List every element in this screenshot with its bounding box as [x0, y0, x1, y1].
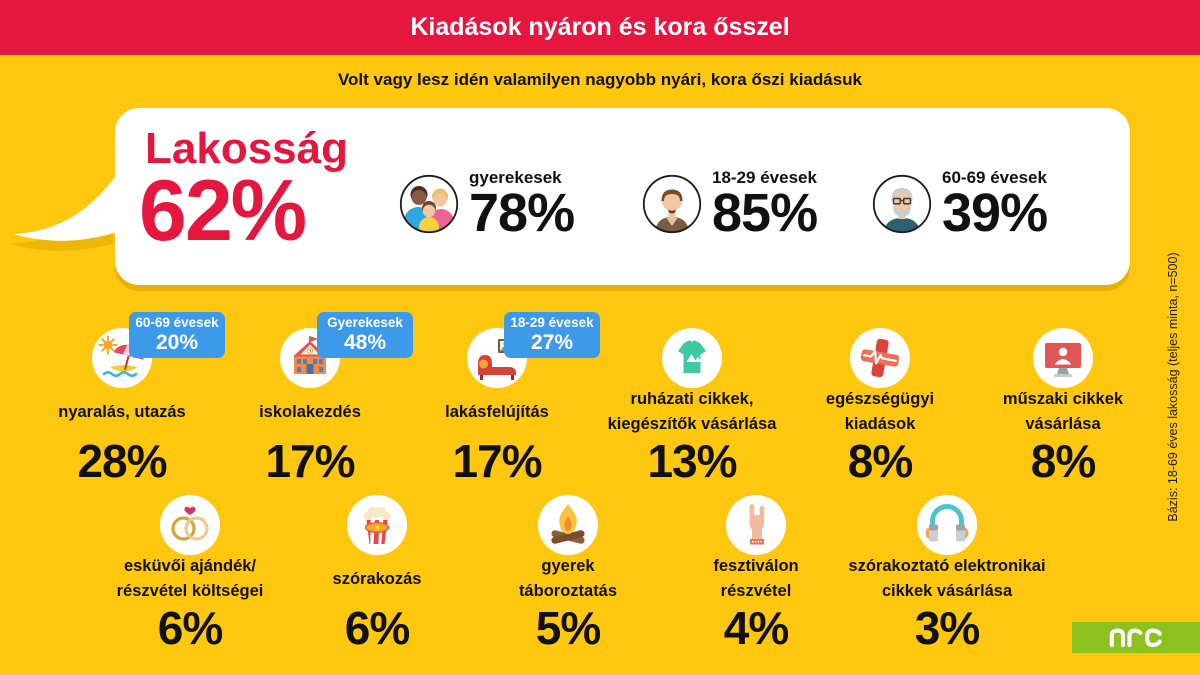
item-label: egészségügyi kiadások: [825, 390, 935, 433]
item-label: fesztiválon részvétel: [713, 557, 799, 600]
badge-value: 20%: [155, 330, 199, 354]
stat-group-seniors: 60-69 évesek 39%: [871, 168, 1048, 243]
badge-group-label: 60-69 évesek: [135, 315, 219, 330]
item-value: 8%: [1030, 435, 1096, 487]
young-man-avatar: [642, 174, 702, 233]
nrc-logo-glyphs: [1109, 628, 1162, 647]
population-card: Lakosság 62%: [115, 108, 1130, 285]
monitor-icon: [1033, 328, 1093, 388]
headphones-icon: [917, 495, 977, 555]
stat-item-electronics: szórakoztató elektronikai cikkek vásárlás…: [848, 495, 1046, 654]
tshirt-icon: [662, 328, 722, 388]
callout-badge: 18-29 évesek 27%: [504, 312, 600, 358]
group-value: 85%: [712, 183, 818, 243]
item-label: ruházati cikkek, kiegészítők vásárlása: [607, 390, 777, 433]
item-label: esküvői ajándék/részvétel költségei: [116, 557, 264, 600]
item-value: 17%: [452, 435, 542, 487]
item-label: gyerek táboroztatás: [518, 557, 618, 600]
wedding-rings-icon: [160, 495, 220, 555]
item-label: lakásfelújítás: [445, 402, 549, 421]
group-label: 60-69 évesek: [942, 168, 1047, 187]
stat-group-families: gyerekesek 78%: [398, 168, 575, 243]
item-value: 6%: [157, 602, 223, 654]
stat-item-clothing: ruházati cikkek, kiegészítők vásárlása 13…: [597, 312, 787, 484]
group-value: 39%: [942, 183, 1048, 243]
item-value: 28%: [77, 435, 167, 487]
stat-item-health: egészségügyi kiadások 8%: [785, 312, 975, 484]
stat-item-school: Gyerekesek 48% iskolak: [215, 312, 413, 487]
stat-item-festival: fesztiválon részvétel 4%: [661, 495, 851, 651]
popcorn-icon: [347, 495, 407, 555]
item-value: 13%: [647, 435, 737, 487]
page-title: Kiadások nyáron és kora ősszel: [410, 13, 790, 41]
stat-group-young-adults: 18-29 évesek 85%: [641, 168, 818, 243]
base-note: Bázis: 18-69 éves lakosság (teljes minta…: [1166, 252, 1180, 522]
callout-badge: 60-69 évesek 20%: [129, 312, 225, 358]
item-value: 17%: [265, 435, 355, 487]
medical-cross-icon: [850, 328, 910, 388]
item-value: 8%: [847, 435, 913, 487]
speech-bubble-tail: [11, 174, 117, 251]
rock-hand-icon: [726, 495, 786, 555]
header-bar: Kiadások nyáron és kora ősszel: [0, 0, 1200, 55]
item-label: műszaki cikkek vásárlása: [1002, 390, 1124, 433]
item-value: 3%: [914, 602, 980, 654]
badge-value: 48%: [343, 330, 387, 354]
stat-item-entertainment: szórakozás 6%: [282, 495, 472, 651]
campfire-icon: [538, 495, 598, 555]
group-label: gyerekesek: [469, 168, 562, 187]
stat-item-tech: műszaki cikkek vásárlása 8%: [968, 312, 1158, 484]
family-avatar: [399, 174, 459, 233]
badge-group-label: 18-29 évesek: [510, 315, 594, 330]
group-label: 18-29 évesek: [712, 168, 817, 187]
population-value: 62%: [139, 163, 307, 259]
group-value: 78%: [469, 183, 575, 243]
population-label: Lakosság: [145, 124, 348, 173]
item-value: 4%: [723, 602, 789, 654]
item-value: 5%: [535, 602, 601, 654]
nrc-logo: nrc: [1072, 622, 1200, 653]
item-label: nyaralás, utazás: [58, 402, 186, 421]
callout-badge: Gyerekesek 48%: [317, 312, 413, 358]
stat-item-wedding: esküvői ajándék/részvétel költségei 6%: [95, 495, 285, 651]
stat-item-vacation: 60-69 évesek 20%: [27, 312, 225, 487]
badge-group-label: Gyerekesek: [327, 315, 403, 330]
subtitle: Volt vagy lesz idén valamilyen nagyobb n…: [337, 70, 863, 89]
stat-item-renovation: 18-29 évesek 27% lakásfelújítás 17%: [402, 312, 600, 487]
senior-man-avatar: [872, 174, 932, 233]
badge-value: 27%: [530, 330, 574, 354]
item-label: iskolakezdés: [259, 402, 361, 421]
item-label: szórakoztató elektronikai cikkek vásárlás…: [848, 557, 1046, 600]
item-value: 6%: [344, 602, 410, 654]
stat-item-camp: gyerek táboroztatás 5%: [473, 495, 663, 651]
item-label: szórakozás: [332, 569, 422, 588]
